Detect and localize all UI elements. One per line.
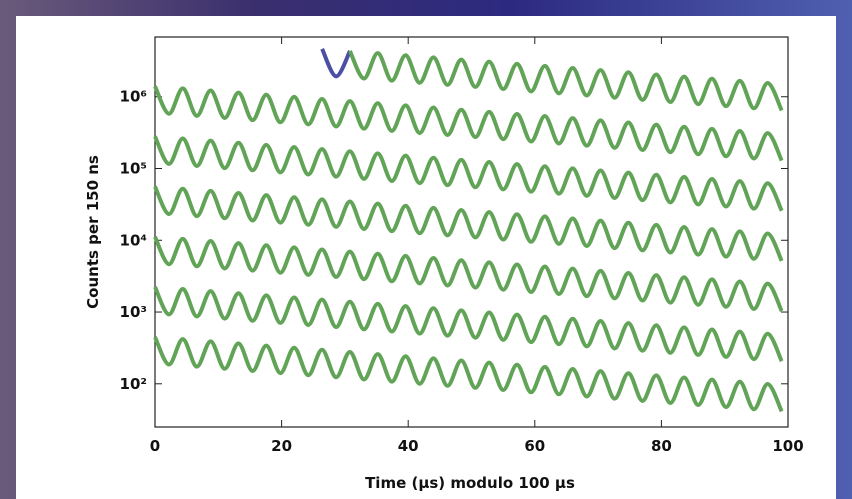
wiggle-line [153, 285, 784, 363]
panel [16, 16, 836, 499]
wiggle-line [348, 50, 784, 112]
wiggle-line [320, 47, 352, 79]
x-tick-label: 80 [651, 437, 672, 455]
plot-frame [154, 36, 789, 428]
y-tick-label: 10⁶ [120, 88, 147, 106]
y-tick-label: 10³ [120, 303, 147, 321]
x-tick-label: 40 [398, 437, 419, 455]
x-tick-label: 20 [271, 437, 292, 455]
x-tick-label: 0 [150, 437, 160, 455]
y-tick-label: 10² [120, 375, 147, 393]
wiggle-line [153, 85, 784, 162]
wiggle-line [153, 185, 784, 262]
wiggle-line [153, 336, 784, 413]
y-tick-label: 10⁴ [120, 231, 147, 249]
wiggle-line [153, 235, 784, 312]
y-tick-label: 10⁵ [120, 160, 147, 178]
x-tick-label: 60 [524, 437, 545, 455]
wiggle-line [153, 135, 784, 212]
x-tick-label: 100 [772, 437, 803, 455]
x-axis-label: Time (µs) modulo 100 µs [365, 474, 575, 492]
y-axis-label: Counts per 150 ns [84, 155, 102, 309]
